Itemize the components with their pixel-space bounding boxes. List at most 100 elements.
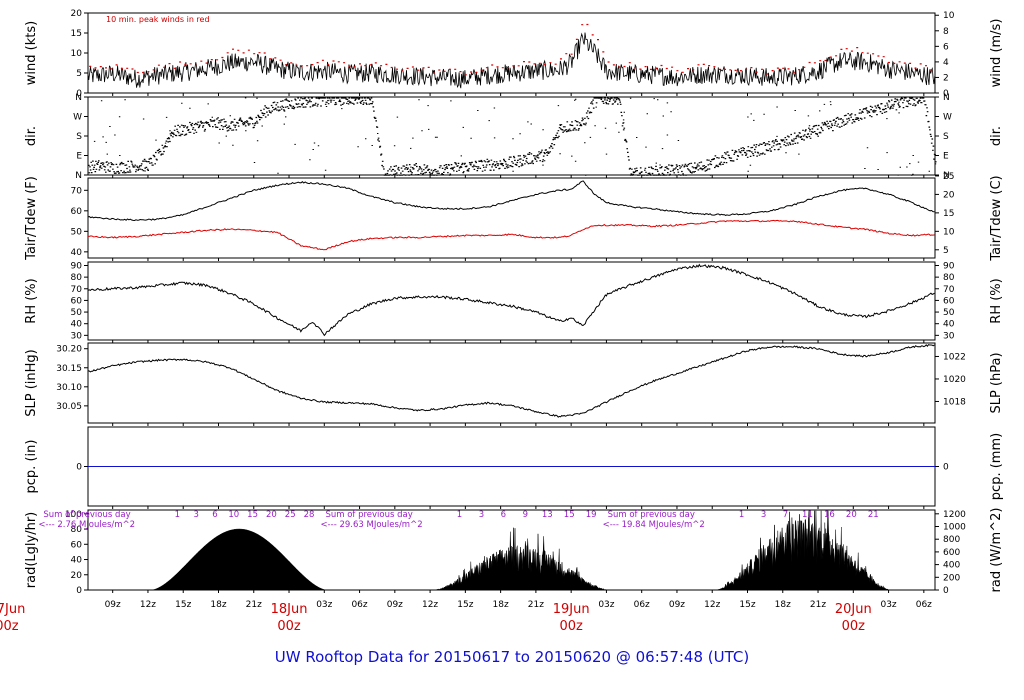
right-tick-label-dir: N	[943, 171, 950, 181]
time-tick-label: 15z	[175, 600, 191, 610]
time-tick-label: 18z	[210, 600, 226, 610]
figure-title: UW Rooftop Data for 20150617 to 20150620…	[274, 648, 750, 666]
left-tick-label-wind: 5	[76, 69, 82, 79]
time-tick-label: 06z	[634, 600, 650, 610]
time-tick-label: 15z	[739, 600, 755, 610]
wind-peak-markers	[89, 23, 933, 76]
left-tick-label-rad: 80	[71, 525, 83, 535]
left-tick-label-wind: 20	[71, 9, 83, 19]
right-tick-label-rh: 90	[943, 261, 955, 271]
left-tick-label-rh: 50	[71, 308, 83, 318]
right-tick-label-rad: 800	[943, 535, 960, 545]
left-tick-label-rh: 30	[71, 331, 83, 341]
rad-mark-label: 10	[228, 510, 239, 520]
rad-mark-label: 15	[564, 510, 575, 520]
ylabel-right-rad: rad (W/m^2)	[989, 508, 1004, 593]
right-tick-label-wind: 2	[943, 73, 949, 83]
rad-mark-label: 15	[247, 510, 258, 520]
right-tick-label-rh: 60	[943, 296, 955, 306]
panel-frame-dir	[87, 96, 936, 176]
right-tick-label-wind: 4	[943, 58, 949, 68]
left-tick-label-slp: 30.15	[56, 364, 82, 374]
slp-line	[87, 344, 935, 418]
right-tick-label-wind: 0	[943, 89, 949, 99]
ylabel-right-dir: dir.	[989, 126, 1004, 146]
ylabel-right-slp: SLP (hPa)	[989, 352, 1004, 413]
time-tick-label: 18z	[775, 600, 791, 610]
ylabel-left-rad: rad(Lgly/hr)	[24, 512, 39, 588]
left-tick-label-tair: 40	[71, 248, 83, 258]
left-tick-label-rad: 20	[71, 571, 83, 581]
right-tick-label-tair: 5	[943, 246, 949, 256]
ylabel-right-pcp: pcp. (mm)	[989, 433, 1004, 500]
rad-mark-label: 6	[212, 510, 217, 520]
right-tick-label-tair: 25	[943, 172, 954, 182]
day-label-hour: 00z	[559, 619, 583, 634]
rad-mark-label: 20	[846, 510, 857, 520]
right-tick-label-rh: 50	[943, 308, 955, 318]
rad-mark-label: 6	[501, 510, 506, 520]
rad-mark-label: 3	[193, 510, 198, 520]
right-tick-label-dir: S	[943, 132, 949, 142]
tair-series-tair	[87, 180, 935, 222]
ylabel-left-tair_tdew: Tair/Tdew (F)	[24, 176, 39, 261]
right-tick-label-rad: 1000	[943, 523, 966, 533]
left-tick-label-dir: N	[75, 171, 82, 181]
rad-sum-note-value: <--- 29.63 MJoules/m^2	[320, 520, 422, 530]
left-tick-label-rad: 40	[71, 556, 83, 566]
rad-mark-label: 28	[304, 510, 315, 520]
time-tick-label: 12z	[704, 600, 720, 610]
rad-mark-label: 21	[868, 510, 879, 520]
right-tick-label-rad: 600	[943, 548, 960, 558]
rad-mark-label: 1	[457, 510, 462, 520]
left-tick-label-rad: 0	[76, 586, 82, 596]
left-tick-label-slp: 30.10	[56, 383, 82, 393]
wind-annotation: 10 min. peak winds in red	[106, 15, 210, 24]
left-tick-label-rh: 60	[71, 296, 83, 306]
left-tick-label-rh: 70	[71, 285, 83, 295]
ylabel-right-rh: RH (%)	[989, 278, 1004, 323]
left-tick-label-dir: E	[76, 152, 82, 162]
rad-mark-label: 16	[824, 510, 835, 520]
right-tick-label-rh: 70	[943, 285, 955, 295]
left-tick-label-tair: 70	[71, 186, 83, 196]
right-tick-label-tair: 15	[943, 209, 954, 219]
time-tick-label: 09z	[669, 600, 685, 610]
right-tick-label-slp: 1020	[943, 375, 966, 385]
time-tick-label: 21z	[246, 600, 262, 610]
time-tick-label: 06z	[351, 600, 367, 610]
left-tick-label-wind: 0	[76, 89, 82, 99]
day-label-date: 19Jun	[553, 602, 590, 617]
left-tick-label-tair: 60	[71, 207, 83, 217]
rad-mark-label: 1	[739, 510, 744, 520]
left-tick-label-slp: 30.20	[56, 345, 82, 355]
time-axis: 09z 12z 15z 18z 21z 03z 06z 09z 12z 15z 18z 21z 03z 0…	[0, 93, 932, 634]
time-tick-label: 03z	[316, 600, 332, 610]
right-tick-label-tair: 10	[943, 227, 955, 237]
ylabel-right-tair_tdew: Tair/Tdew (C)	[989, 175, 1004, 261]
left-tick-label-dir: W	[73, 113, 82, 123]
tair-series-tdew	[87, 219, 935, 251]
time-tick-label: 21z	[528, 600, 544, 610]
time-tick-label: 09z	[387, 600, 403, 610]
time-tick-label: 18z	[493, 600, 509, 610]
rad-sum-note-title: Sum of previous day	[608, 510, 695, 520]
ylabel-left-slp: SLP (inHg)	[24, 349, 39, 417]
time-tick-label: 06z	[916, 600, 932, 610]
day-label-date: 18Jun	[271, 602, 308, 617]
right-tick-label-rad: 200	[943, 573, 960, 583]
day-label-hour: 00z	[0, 619, 19, 634]
left-tick-label-dir: S	[76, 132, 82, 142]
right-tick-label-rad: 1200	[943, 510, 966, 520]
rad-sum-note-title: Sum of previous day	[43, 510, 130, 520]
right-tick-label-wind: 8	[943, 27, 949, 37]
right-tick-label-pcp: 0	[943, 463, 949, 473]
right-tick-label-rad: 0	[943, 586, 949, 596]
left-tick-label-wind: 10	[71, 49, 83, 59]
ylabel-left-dir: dir.	[24, 126, 39, 146]
panel-frame-tair_tdew	[87, 177, 936, 259]
day-label-hour: 00z	[277, 619, 301, 634]
left-tick-label-dir: N	[75, 93, 82, 103]
